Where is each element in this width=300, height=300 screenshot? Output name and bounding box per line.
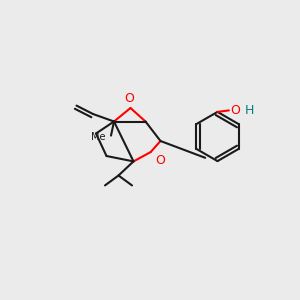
Text: H: H — [244, 104, 254, 117]
Text: O: O — [230, 104, 240, 117]
Text: O: O — [155, 154, 165, 167]
Text: O: O — [124, 92, 134, 105]
Text: Me: Me — [91, 132, 106, 142]
